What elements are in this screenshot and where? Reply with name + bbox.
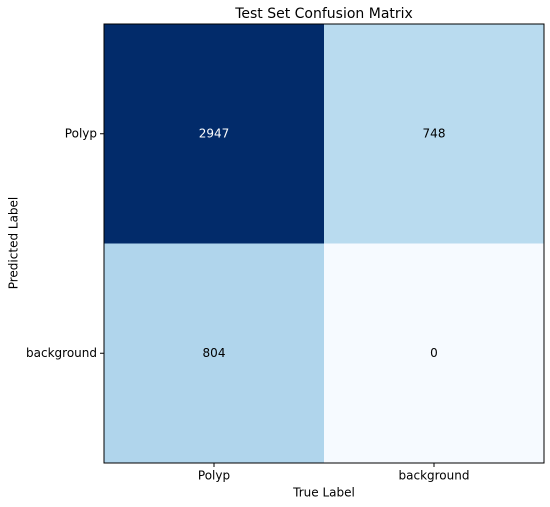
cell-label: 0 <box>430 346 438 360</box>
x-tick-label: Polyp <box>198 469 230 483</box>
plot-frame <box>103 23 545 464</box>
heatmap-cell <box>324 24 544 244</box>
x-axis-label: True Label <box>292 486 355 500</box>
heatmap-cell <box>104 243 324 463</box>
chart-title: Test Set Confusion Matrix <box>234 6 413 22</box>
x-tick-label: background <box>399 469 470 483</box>
heatmap-cell <box>104 24 324 244</box>
y-tick-label: background <box>26 346 97 360</box>
y-axis-label: Predicted Label <box>7 197 21 290</box>
cell-label: 2947 <box>199 126 230 140</box>
y-tick-label: Polyp <box>65 126 97 140</box>
heatmap-cell <box>324 243 544 463</box>
cell-label: 804 <box>203 346 226 360</box>
cell-label: 748 <box>423 126 446 140</box>
